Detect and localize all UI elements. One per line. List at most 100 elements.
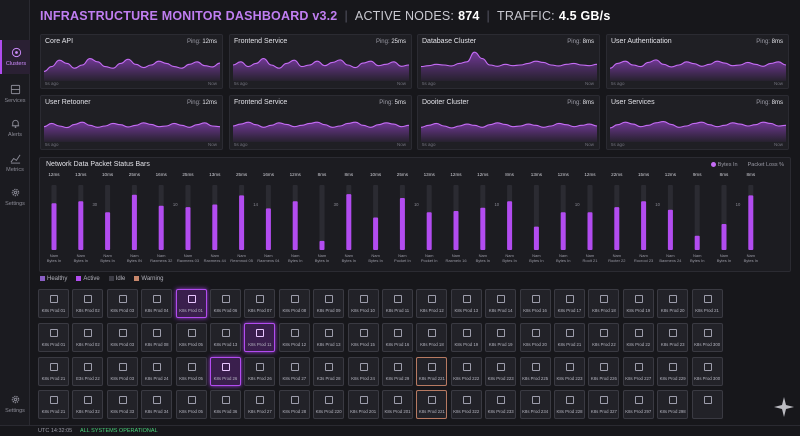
node-tile[interactable]: K8s Prod 19 bbox=[622, 289, 654, 318]
node-tile[interactable]: K8s Prod 18 bbox=[588, 289, 620, 318]
node-tile[interactable]: K8s Prod 201 bbox=[382, 390, 413, 420]
node-tile[interactable]: K8s Prod 05 bbox=[175, 356, 207, 386]
node-tile[interactable]: K8s Prod 234 bbox=[519, 390, 551, 420]
service-panel[interactable]: Dooiter Cluster Ping: 8ms 5s ago Now bbox=[417, 95, 600, 150]
data-bar[interactable] bbox=[185, 207, 191, 250]
node-tile[interactable]: K8s Prod 27 bbox=[278, 356, 310, 386]
data-bar[interactable] bbox=[131, 194, 137, 250]
node-tile[interactable]: K8s Prod 223 bbox=[554, 356, 585, 386]
node-tile[interactable]: K3s Prod 28 bbox=[313, 356, 345, 386]
node-tile[interactable]: K8s Prod 220 bbox=[313, 390, 345, 420]
node-tile[interactable]: K8s Prod 07 bbox=[244, 289, 276, 318]
node-tile[interactable]: K8s Prod 23 bbox=[657, 322, 689, 352]
data-bar[interactable] bbox=[748, 195, 754, 250]
data-bar[interactable] bbox=[667, 209, 673, 250]
node-tile[interactable]: K8s Prod 03 bbox=[106, 356, 138, 386]
node-tile[interactable]: K8s Prod 02 bbox=[72, 289, 104, 318]
node-tile[interactable]: K8s Prod 29 bbox=[382, 356, 413, 386]
sidebar-item-settings[interactable]: Settings bbox=[0, 180, 30, 214]
node-tile[interactable]: K8s Prod 14 bbox=[485, 289, 517, 318]
data-bar[interactable] bbox=[239, 195, 245, 250]
node-tile[interactable]: K8s Prod 11 bbox=[382, 289, 413, 318]
node-tile[interactable]: K8s Prod 21 bbox=[691, 289, 723, 318]
node-tile[interactable]: K8s Prod 24 bbox=[141, 356, 173, 386]
node-tile[interactable]: K8s Prod 34 bbox=[141, 390, 173, 420]
service-panel[interactable]: Database Cluster Ping: 8ms 5s ago Now bbox=[417, 34, 600, 89]
node-tile[interactable]: K8s Prod 16 bbox=[382, 322, 413, 352]
node-tile[interactable]: K8s Prod 223 bbox=[485, 356, 517, 386]
node-tile[interactable]: E3s Prod 22 bbox=[72, 356, 104, 386]
node-tile[interactable]: K8s Prod 222 bbox=[450, 356, 482, 386]
service-panel[interactable]: User Authentication Ping: 8ms 5s ago Now bbox=[606, 34, 789, 89]
node-tile[interactable]: K8s Prod 327 bbox=[588, 390, 620, 420]
data-bar[interactable] bbox=[426, 212, 432, 250]
node-tile[interactable]: K8s Prod 27 bbox=[244, 390, 276, 420]
data-bar[interactable] bbox=[158, 205, 164, 250]
node-tile[interactable]: K8s Prod 13 bbox=[450, 289, 482, 318]
data-bar[interactable] bbox=[533, 226, 539, 250]
node-tile[interactable]: K8s Prod 19 bbox=[450, 322, 482, 352]
node-tile[interactable]: K8s Prod 221 bbox=[416, 356, 448, 386]
node-tile[interactable]: K8s Prod 01 bbox=[38, 289, 69, 318]
node-tile[interactable]: K8s Prod 201 bbox=[347, 390, 379, 420]
data-bar[interactable] bbox=[51, 203, 57, 250]
data-bar[interactable] bbox=[346, 194, 352, 250]
node-tile[interactable]: K8s Prod 298 bbox=[657, 390, 689, 420]
service-panel[interactable]: Frontend Service Ping: 5ms 5s ago Now bbox=[229, 95, 412, 150]
node-tile[interactable]: K8s Prod 20 bbox=[519, 322, 551, 352]
service-panel[interactable]: Frontend Service Ping: 25ms 5s ago Now bbox=[229, 34, 412, 89]
data-bar[interactable] bbox=[399, 198, 405, 250]
node-tile[interactable]: K8s Prod 225 bbox=[519, 356, 551, 386]
node-tile[interactable]: K8s Prod 12 bbox=[416, 289, 448, 318]
node-tile[interactable]: K8s Prod 21 bbox=[38, 356, 69, 386]
node-tile[interactable]: K8s Prod 16 bbox=[519, 289, 551, 318]
sidebar-item-clusters[interactable]: Clusters bbox=[0, 40, 30, 74]
node-tile[interactable]: K8s Prod 18 bbox=[416, 322, 448, 352]
legend-packet-loss[interactable]: Packet Loss % bbox=[747, 162, 784, 168]
node-tile[interactable]: K8s Prod 05 bbox=[175, 390, 207, 420]
data-bar[interactable] bbox=[641, 201, 647, 250]
sidebar-item-services[interactable]: Services bbox=[0, 77, 30, 111]
node-tile[interactable]: K8s Prod 300 bbox=[691, 322, 723, 352]
node-tile[interactable]: K8s Prod 36 bbox=[210, 390, 241, 420]
data-bar[interactable] bbox=[265, 208, 271, 250]
sidebar-item-alerts[interactable]: Alerts bbox=[0, 111, 30, 145]
node-tile[interactable]: K8s Prod 11 bbox=[244, 322, 276, 352]
node-tile[interactable]: K8s Prod 22 bbox=[588, 322, 620, 352]
node-tile[interactable]: K8s Prod 17 bbox=[554, 289, 585, 318]
node-tile[interactable]: K8s Prod 13 bbox=[210, 322, 241, 352]
node-tile[interactable]: K8s Prod 04 bbox=[141, 289, 173, 318]
node-tile[interactable]: K8s Prod 229 bbox=[657, 356, 689, 386]
node-tile[interactable]: K8s Prod 19 bbox=[485, 322, 517, 352]
data-bar[interactable] bbox=[480, 207, 486, 250]
data-bar[interactable] bbox=[78, 201, 84, 250]
node-tile[interactable]: K8s Prod 221 bbox=[416, 390, 448, 420]
node-tile[interactable]: K8s Prod 227 bbox=[622, 356, 654, 386]
node-tile[interactable]: K8s Prod 26 bbox=[244, 356, 276, 386]
node-tile[interactable]: K8s Prod 01 bbox=[38, 322, 69, 352]
node-tile[interactable]: K8s Prod 297 bbox=[622, 390, 654, 420]
service-panel[interactable]: Core API Ping: 12ms 5s ago Now bbox=[40, 34, 223, 89]
data-bar[interactable] bbox=[453, 211, 459, 250]
service-panel[interactable]: User Services Ping: 8ms 5s ago Now bbox=[606, 95, 789, 150]
node-tile[interactable]: K8s Prod 300 bbox=[691, 356, 723, 386]
node-tile[interactable]: K8s Prod 32 bbox=[72, 390, 104, 420]
node-tile[interactable]: K8s Prod 20 bbox=[657, 289, 689, 318]
node-tile[interactable]: K8s Prod 322 bbox=[450, 390, 482, 420]
node-tile[interactable]: K8s Prod 226 bbox=[588, 356, 620, 386]
node-tile[interactable]: K8s Prod 26 bbox=[210, 356, 241, 386]
sidebar-item-metrics[interactable]: Metrics bbox=[0, 146, 30, 180]
sidebar-item-settings-bottom[interactable]: Settings bbox=[0, 387, 30, 421]
data-bar[interactable] bbox=[694, 235, 700, 250]
data-bar[interactable] bbox=[560, 212, 566, 250]
node-tile[interactable]: K8s Prod 33 bbox=[106, 390, 138, 420]
node-tile[interactable]: K8s Prod 08 bbox=[278, 289, 310, 318]
node-tile[interactable]: K8s Prod 28 bbox=[278, 390, 310, 420]
node-tile[interactable]: K8s Prod 12 bbox=[278, 322, 310, 352]
node-tile[interactable]: K8s Prod 24 bbox=[347, 356, 379, 386]
data-bar[interactable] bbox=[292, 201, 298, 250]
legend-bytes-in[interactable]: Bytes In bbox=[710, 162, 738, 168]
node-tile[interactable]: K8s Prod 21 bbox=[554, 322, 585, 352]
node-tile[interactable]: K8s Prod 21 bbox=[38, 390, 69, 420]
node-tile[interactable]: K8s Prod 15 bbox=[347, 322, 379, 352]
